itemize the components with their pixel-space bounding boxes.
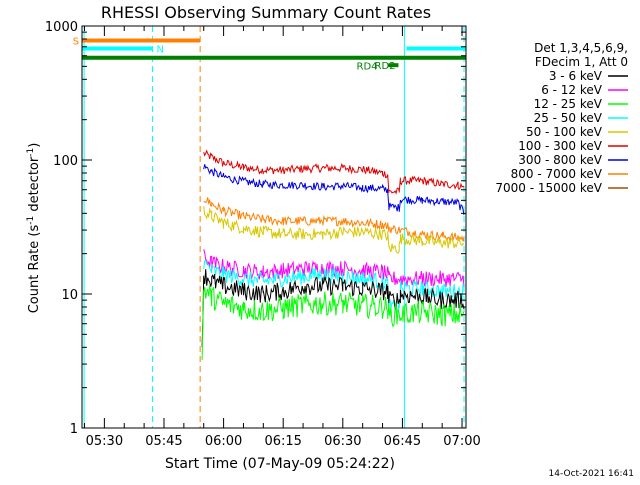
legend-entry-label-7: 800 - 7000 keV: [511, 167, 603, 181]
flag-label-n: N: [156, 44, 163, 55]
y-tick-label-0: 1: [70, 422, 78, 437]
series-line-6: [201, 269, 465, 347]
y-tick-label-2: 100: [53, 154, 78, 169]
y-axis-label-main: Count Rate (s: [27, 225, 42, 314]
chart-title: RHESSI Observing Summary Count Rates: [101, 3, 431, 22]
series-line-7: [201, 285, 465, 360]
legend-entry-label-2: 12 - 25 keV: [534, 97, 603, 111]
plot-frame: [81, 25, 467, 429]
plot-area: [83, 26, 465, 428]
x-axis-label: Start Time (07-May-09 05:24:22): [165, 456, 395, 472]
legend-entry-label-5: 100 - 300 keV: [518, 139, 602, 153]
legend-entry-label-1: 6 - 12 keV: [541, 83, 603, 97]
series-line-3: [203, 206, 465, 254]
y-axis-label-sup2: -1: [26, 148, 36, 157]
y-tick-label-3: 1000: [45, 20, 78, 35]
x-tick-label-4: 06:30: [324, 434, 361, 449]
x-tick-label-3: 06:15: [264, 434, 301, 449]
series-line-2: [203, 197, 465, 242]
legend-header-1: Det 1,3,4,5,6,9,: [534, 41, 628, 55]
legend-entry-label-3: 25 - 50 keV: [534, 111, 603, 125]
x-tick-label-2: 06:00: [205, 434, 242, 449]
flag-label-rd2: RD2: [375, 61, 396, 72]
y-axis-label: Count Rate (s-1 detector-1): [26, 143, 42, 314]
y-tick-label-1: 10: [61, 288, 78, 303]
legend-entry-label-8: 7000 - 15000 keV: [495, 181, 602, 195]
axes: [81, 25, 467, 429]
x-tick-label-5: 06:45: [384, 434, 421, 449]
legend-entry-label-0: 3 - 6 keV: [549, 69, 603, 83]
flag-label-rd4: RD4: [357, 62, 378, 73]
legend-entry-label-4: 50 - 100 keV: [526, 125, 603, 139]
series-line-0: [203, 149, 465, 195]
y-axis-label-sup1: -1: [26, 216, 36, 225]
x-tick-label-1: 05:45: [145, 434, 182, 449]
flag-label-s: S: [73, 36, 79, 47]
series-line-1: [203, 164, 465, 216]
legend-entry-label-6: 300 - 800 keV: [518, 153, 602, 167]
y-axis-label-end: ): [27, 143, 42, 148]
x-tick-label-6: 07:00: [443, 434, 480, 449]
footer-date: 14-Oct-2021 16:41: [549, 469, 634, 479]
y-axis-label-mid: detector: [27, 156, 42, 216]
series-group: [201, 149, 465, 360]
legend-header-2: FDecim 1, Att 0: [535, 55, 628, 69]
x-tick-label-0: 05:30: [86, 434, 123, 449]
legend: Det 1,3,4,5,6,9, FDecim 1, Att 0 3 - 6 k…: [495, 41, 628, 195]
tick-labels: 1 10 100 1000 05:30 05:45 06:00 06:15 06:30 06:45…: [45, 20, 481, 449]
